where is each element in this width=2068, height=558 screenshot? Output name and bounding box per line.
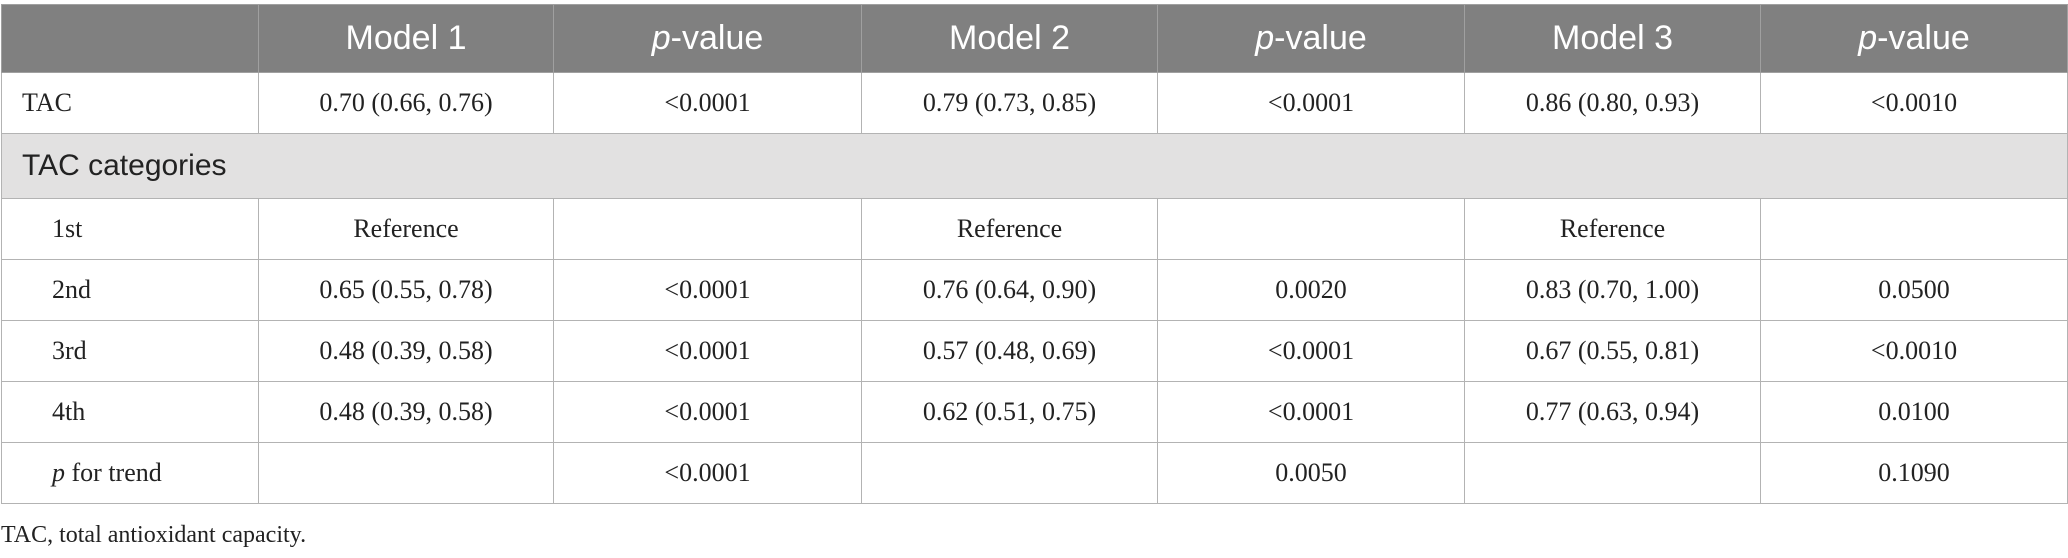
table-cell: 0.62 (0.51, 0.75)	[861, 381, 1158, 443]
table-cell: 0.76 (0.64, 0.90)	[861, 259, 1158, 321]
header-p-value-2: p-value	[1157, 4, 1465, 73]
table-cell: 0.48 (0.39, 0.58)	[258, 381, 554, 443]
table-cell: <0.0010	[1760, 72, 2068, 134]
table-cell: 0.1090	[1760, 442, 2068, 504]
header-p-value-3: p-value	[1760, 4, 2068, 73]
table-cell: 0.0020	[1157, 259, 1465, 321]
table-row-tac: TAC 0.70 (0.66, 0.76) <0.0001 0.79 (0.73…	[1, 72, 2068, 134]
table-cell: 0.77 (0.63, 0.94)	[1464, 381, 1761, 443]
table-cell	[1464, 442, 1761, 504]
header-model-1: Model 1	[258, 4, 554, 73]
table-cell: <0.0010	[1760, 320, 2068, 382]
header-corner-cell	[1, 4, 259, 73]
table-cell	[1157, 198, 1465, 260]
table-cell: <0.0001	[1157, 320, 1465, 382]
table-row-2nd: 2nd 0.65 (0.55, 0.78) <0.0001 0.76 (0.64…	[1, 259, 2068, 321]
section-label: TAC categories	[1, 133, 2068, 199]
table-footnote: TAC, total antioxidant capacity.	[1, 522, 307, 548]
table-cell: Reference	[861, 198, 1158, 260]
row-label: 2nd	[1, 259, 259, 321]
header-model-2: Model 2	[861, 4, 1158, 73]
table-cell: <0.0001	[1157, 381, 1465, 443]
table-cell: 0.0500	[1760, 259, 2068, 321]
table-row-p-for-trend: p for trend <0.0001 0.0050 0.1090	[1, 442, 2068, 504]
table-cell: 0.67 (0.55, 0.81)	[1464, 320, 1761, 382]
row-label: 4th	[1, 381, 259, 443]
table-cell: 0.0050	[1157, 442, 1465, 504]
table-cell	[1760, 198, 2068, 260]
table-cell: <0.0001	[1157, 72, 1465, 134]
table-cell: Reference	[258, 198, 554, 260]
table-cell	[258, 442, 554, 504]
table-cell: 0.57 (0.48, 0.69)	[861, 320, 1158, 382]
table-cell	[553, 198, 862, 260]
header-model-3: Model 3	[1464, 4, 1761, 73]
table-cell: Reference	[1464, 198, 1761, 260]
section-row-tac-categories: TAC categories	[1, 133, 2068, 199]
results-table: Model 1 p-value Model 2 p-value Model 3 …	[1, 4, 2068, 504]
table-row-1st: 1st Reference Reference Reference	[1, 198, 2068, 260]
table-cell: 0.79 (0.73, 0.85)	[861, 72, 1158, 134]
table-cell: <0.0001	[553, 259, 862, 321]
table-cell: <0.0001	[553, 72, 862, 134]
row-label: TAC	[1, 72, 259, 134]
table-cell	[861, 442, 1158, 504]
table-cell: 0.83 (0.70, 1.00)	[1464, 259, 1761, 321]
table-cell: <0.0001	[553, 320, 862, 382]
table-cell: 0.65 (0.55, 0.78)	[258, 259, 554, 321]
table-cell: <0.0001	[553, 442, 862, 504]
table-cell: 0.86 (0.80, 0.93)	[1464, 72, 1761, 134]
table-row-3rd: 3rd 0.48 (0.39, 0.58) <0.0001 0.57 (0.48…	[1, 320, 2068, 382]
header-p-value-1: p-value	[553, 4, 862, 73]
table-cell: 0.0100	[1760, 381, 2068, 443]
table-header-row: Model 1 p-value Model 2 p-value Model 3 …	[1, 4, 2068, 73]
row-label: 1st	[1, 198, 259, 260]
table-row-4th: 4th 0.48 (0.39, 0.58) <0.0001 0.62 (0.51…	[1, 381, 2068, 443]
table-cell: 0.48 (0.39, 0.58)	[258, 320, 554, 382]
row-label: 3rd	[1, 320, 259, 382]
table-cell: <0.0001	[553, 381, 862, 443]
table-cell: 0.70 (0.66, 0.76)	[258, 72, 554, 134]
row-label: p for trend	[1, 442, 259, 504]
